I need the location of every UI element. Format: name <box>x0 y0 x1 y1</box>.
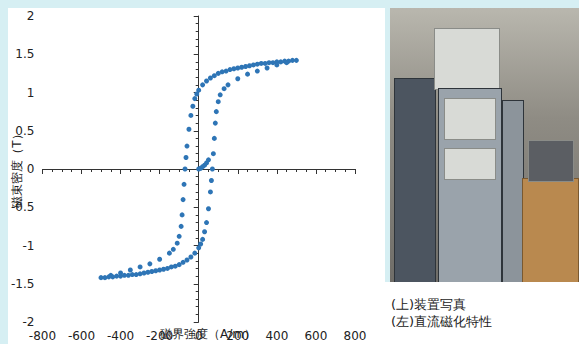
svg-text:0: 0 <box>195 329 203 343</box>
svg-text:800: 800 <box>344 329 367 343</box>
svg-text:-0.5: -0.5 <box>11 200 34 214</box>
svg-text:-600: -600 <box>68 329 95 343</box>
svg-text:-2: -2 <box>22 315 34 329</box>
svg-text:-1.5: -1.5 <box>11 277 34 291</box>
svg-text:600: 600 <box>304 329 327 343</box>
svg-text:2: 2 <box>27 9 35 23</box>
svg-text:磁束密度（T）: 磁束密度（T） <box>10 128 24 208</box>
svg-text:-1: -1 <box>22 239 34 253</box>
svg-text:1.5: 1.5 <box>15 47 34 61</box>
svg-text:0: 0 <box>27 162 35 176</box>
html-text:(上)装置写真: (上)装置写真 <box>391 297 467 312</box>
svg-text:磁界強度（A/m）: 磁界強度（A/m） <box>160 327 256 341</box>
svg-text:-200: -200 <box>146 329 173 343</box>
svg-text:400: 400 <box>265 329 288 343</box>
svg-text:-400: -400 <box>107 329 134 343</box>
svg-text:200: 200 <box>226 329 249 343</box>
html-text:(左)直流磁化特性: (左)直流磁化特性 <box>391 314 493 329</box>
svg-text:1: 1 <box>27 86 35 100</box>
svg-text:-800: -800 <box>29 329 56 343</box>
svg-text:0.5: 0.5 <box>15 124 34 138</box>
